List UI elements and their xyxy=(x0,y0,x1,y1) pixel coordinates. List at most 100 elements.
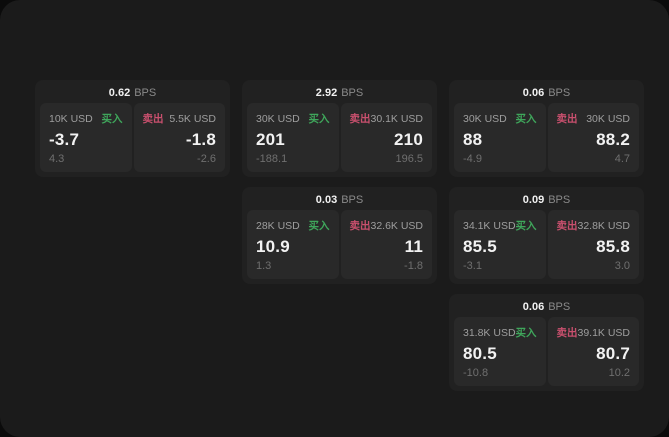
bps-header: 0.09 BPS xyxy=(454,191,639,210)
buy-side-label: 买入 xyxy=(515,113,537,125)
sell-cell[interactable]: 卖出 32.6K USD 11 -1.8 xyxy=(340,210,432,279)
sell-price: 88.2 xyxy=(596,129,630,149)
quote-card: 0.03 BPS 28K USD 买入 10.9 1.3 卖出 32.6K US… xyxy=(242,187,437,284)
bps-unit-label: BPS xyxy=(341,87,364,99)
sell-amount: 5.5K USD xyxy=(169,113,216,125)
buy-amount: 34.1K USD xyxy=(463,220,516,232)
buy-cell[interactable]: 30K USD 买入 88 -4.9 xyxy=(454,103,546,172)
sell-amount: 32.6K USD xyxy=(370,220,424,232)
buy-price: 85.5 xyxy=(463,236,497,256)
sell-price: 210 xyxy=(394,129,423,149)
sell-price: 11 xyxy=(404,236,423,256)
sell-amount: 32.8K USD xyxy=(577,220,631,232)
sell-amount: 39.1K USD xyxy=(577,327,631,339)
buy-price: 10.9 xyxy=(256,236,290,256)
card-body: 30K USD 买入 88 -4.9 卖出 30K USD 88.2 4.7 xyxy=(454,103,639,172)
bps-header: 0.03 BPS xyxy=(247,191,432,210)
sell-delta: -2.6 xyxy=(197,153,216,165)
buy-amount: 31.8K USD xyxy=(463,327,516,339)
sell-side-label: 卖出 xyxy=(556,113,578,125)
sell-cell-top: 卖出 30K USD xyxy=(557,111,631,126)
quote-card: 0.06 BPS 30K USD 买入 88 -4.9 卖出 30K USD 8… xyxy=(449,80,644,177)
buy-price: 88 xyxy=(463,129,483,149)
sell-cell[interactable]: 卖出 32.8K USD 85.8 3.0 xyxy=(547,210,639,279)
buy-side-label: 买入 xyxy=(308,113,330,125)
card-body: 28K USD 买入 10.9 1.3 卖出 32.6K USD 11 -1.8 xyxy=(247,210,432,279)
bps-unit-label: BPS xyxy=(548,87,571,99)
buy-cell-top: 28K USD 买入 xyxy=(256,218,330,233)
bps-value: 0.06 xyxy=(522,301,545,313)
buy-cell[interactable]: 34.1K USD 买入 85.5 -3.1 xyxy=(454,210,546,279)
sell-delta: 196.5 xyxy=(395,153,423,165)
quote-card: 0.09 BPS 34.1K USD 买入 85.5 -3.1 卖出 32.8K… xyxy=(449,187,644,284)
buy-amount: 30K USD xyxy=(256,113,300,125)
buy-delta: -188.1 xyxy=(256,153,288,165)
card-body: 10K USD 买入 -3.7 4.3 卖出 5.5K USD -1.8 -2.… xyxy=(40,103,225,172)
sell-side-label: 卖出 xyxy=(556,327,578,339)
quote-card: 0.06 BPS 31.8K USD 买入 80.5 -10.8 卖出 39.1… xyxy=(449,294,644,391)
bps-value: 2.92 xyxy=(315,87,338,99)
buy-cell-top: 30K USD 买入 xyxy=(463,111,537,126)
buy-delta: -10.8 xyxy=(463,367,489,379)
quote-card: 2.92 BPS 30K USD 买入 201 -188.1 卖出 30.1K … xyxy=(242,80,437,177)
bps-header: 0.06 BPS xyxy=(454,84,639,103)
buy-side-label: 买入 xyxy=(101,113,123,125)
sell-price: 85.8 xyxy=(596,236,630,256)
buy-side-label: 买入 xyxy=(308,220,330,232)
sell-side-label: 卖出 xyxy=(556,220,578,232)
sell-cell[interactable]: 卖出 30K USD 88.2 4.7 xyxy=(547,103,639,172)
buy-amount: 28K USD xyxy=(256,220,300,232)
sell-cell-top: 卖出 32.8K USD xyxy=(557,218,631,233)
cards-grid: 0.62 BPS 10K USD 买入 -3.7 4.3 卖出 5.5K USD… xyxy=(35,80,644,391)
card-body: 31.8K USD 买入 80.5 -10.8 卖出 39.1K USD 80.… xyxy=(454,317,639,386)
card-body: 34.1K USD 买入 85.5 -3.1 卖出 32.8K USD 85.8… xyxy=(454,210,639,279)
sell-cell-top: 卖出 32.6K USD xyxy=(350,218,424,233)
sell-delta: 10.2 xyxy=(608,367,630,379)
sell-side-label: 卖出 xyxy=(142,113,164,125)
buy-price: 201 xyxy=(256,129,285,149)
buy-side-label: 买入 xyxy=(515,220,537,232)
bps-unit-label: BPS xyxy=(548,301,571,313)
sell-amount: 30.1K USD xyxy=(370,113,424,125)
quote-card: 0.62 BPS 10K USD 买入 -3.7 4.3 卖出 5.5K USD… xyxy=(35,80,230,177)
sell-cell[interactable]: 卖出 39.1K USD 80.7 10.2 xyxy=(547,317,639,386)
sell-cell[interactable]: 卖出 5.5K USD -1.8 -2.6 xyxy=(133,103,225,172)
buy-price: -3.7 xyxy=(49,129,80,149)
buy-delta: -4.9 xyxy=(463,153,482,165)
bps-header: 0.06 BPS xyxy=(454,298,639,317)
buy-cell[interactable]: 31.8K USD 买入 80.5 -10.8 xyxy=(454,317,546,386)
sell-cell-top: 卖出 5.5K USD xyxy=(143,111,217,126)
bps-value: 0.06 xyxy=(522,87,545,99)
buy-delta: -3.1 xyxy=(463,260,482,272)
sell-cell[interactable]: 卖出 30.1K USD 210 196.5 xyxy=(340,103,432,172)
sell-cell-top: 卖出 30.1K USD xyxy=(350,111,424,126)
buy-delta: 4.3 xyxy=(49,153,65,165)
buy-amount: 10K USD xyxy=(49,113,93,125)
sell-price: -1.8 xyxy=(185,129,216,149)
buy-cell-top: 30K USD 买入 xyxy=(256,111,330,126)
bps-value: 0.62 xyxy=(108,87,131,99)
buy-cell[interactable]: 28K USD 买入 10.9 1.3 xyxy=(247,210,339,279)
bps-unit-label: BPS xyxy=(341,194,364,206)
buy-cell[interactable]: 10K USD 买入 -3.7 4.3 xyxy=(40,103,132,172)
buy-cell-top: 34.1K USD 买入 xyxy=(463,218,537,233)
sell-cell-top: 卖出 39.1K USD xyxy=(557,325,631,340)
sell-side-label: 卖出 xyxy=(349,113,371,125)
buy-delta: 1.3 xyxy=(256,260,272,272)
bps-value: 0.09 xyxy=(522,194,545,206)
buy-cell-top: 10K USD 买入 xyxy=(49,111,123,126)
buy-cell[interactable]: 30K USD 买入 201 -188.1 xyxy=(247,103,339,172)
bps-unit-label: BPS xyxy=(134,87,157,99)
buy-side-label: 买入 xyxy=(515,327,537,339)
bps-header: 2.92 BPS xyxy=(247,84,432,103)
bps-header: 0.62 BPS xyxy=(40,84,225,103)
buy-amount: 30K USD xyxy=(463,113,507,125)
sell-delta: 4.7 xyxy=(614,153,630,165)
sell-amount: 30K USD xyxy=(586,113,630,125)
buy-cell-top: 31.8K USD 买入 xyxy=(463,325,537,340)
buy-price: 80.5 xyxy=(463,343,497,363)
sell-price: 80.7 xyxy=(596,343,630,363)
sell-delta: -1.8 xyxy=(404,260,423,272)
sell-side-label: 卖出 xyxy=(349,220,371,232)
